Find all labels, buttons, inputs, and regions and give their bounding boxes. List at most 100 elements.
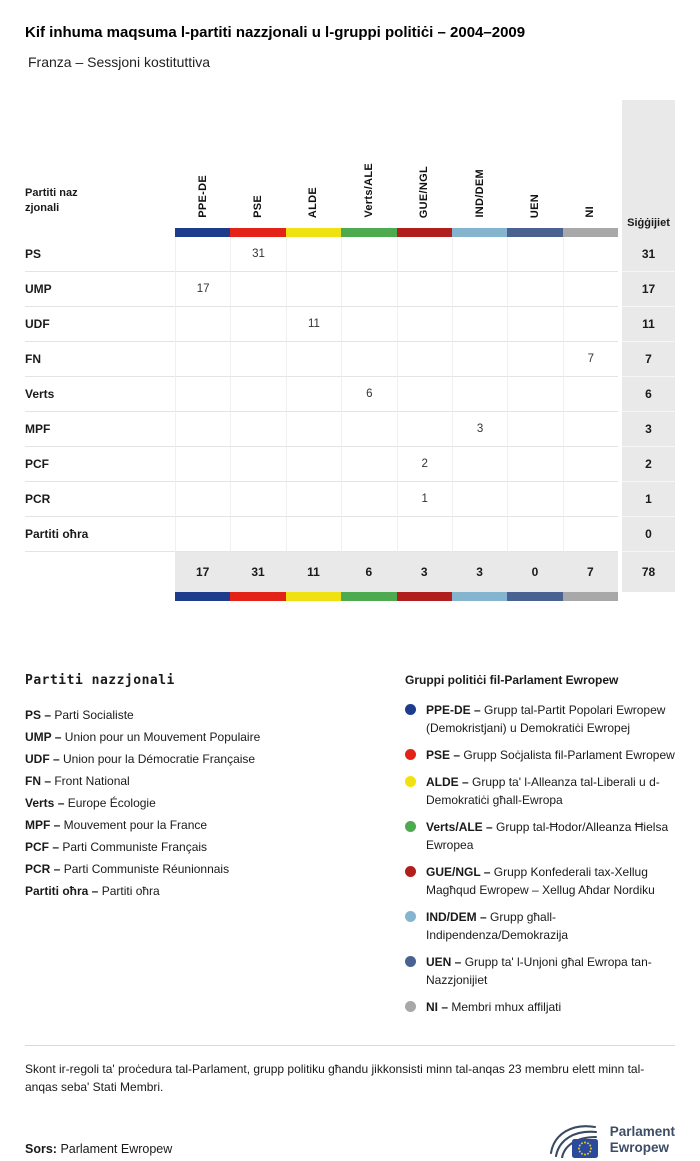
group-legend-text: ALDE – Grupp ta' l-Alleanza tal-Liberali…	[426, 775, 660, 807]
seats-cell: 31	[622, 237, 675, 272]
group-legend-text: PSE – Grupp Soċjalista fil-Parlament Ewr…	[426, 748, 675, 762]
seats-cell: 1	[622, 482, 675, 517]
group-color-bar	[451, 592, 508, 601]
party-legend-item: PCR – Parti Communiste Réunionnais	[25, 862, 230, 876]
value-cell	[341, 482, 397, 517]
column-header: Verts/ALE	[341, 100, 396, 228]
column-total-cell: 11	[285, 552, 342, 592]
group-color-bar	[341, 228, 397, 237]
eu-stars	[577, 1141, 592, 1156]
group-color-bar	[341, 592, 397, 601]
value-cell	[175, 307, 231, 342]
seats-cell: 17	[622, 272, 675, 307]
value-cell	[396, 342, 452, 377]
value-cell	[341, 447, 397, 482]
column-header-label: PSE	[252, 195, 265, 218]
value-cell	[175, 377, 231, 412]
value-cell	[507, 272, 563, 307]
spacer	[618, 517, 622, 552]
parliament-logo-wordmark: Parlament Ewropew	[610, 1124, 675, 1156]
value-cell	[451, 377, 508, 412]
group-color-bar	[285, 592, 342, 601]
group-legend-item: ALDE – Grupp ta' l-Alleanza tal-Liberali…	[405, 773, 675, 809]
distribution-table: Partiti nazzjonali PPE-DE PSE ALDE Verts/ALE…	[25, 100, 675, 601]
party-legend-item: MPF – Mouvement pour la France	[25, 818, 208, 832]
group-legend-text: Verts/ALE – Grupp tal-Ħodor/Alleanza Ħie…	[426, 820, 669, 852]
group-color-dot	[405, 821, 416, 832]
group-color-dot	[405, 776, 416, 787]
value-cell	[507, 342, 563, 377]
value-cell	[396, 412, 452, 447]
group-legend-item: NI – Membri mhux affiljati	[405, 998, 675, 1016]
group-color-dot	[405, 1001, 416, 1012]
spacer	[618, 237, 622, 272]
source-label: Sors:	[25, 1142, 57, 1156]
value-cell	[341, 412, 397, 447]
spacer	[618, 412, 622, 447]
value-cell	[507, 447, 563, 482]
spacer	[25, 228, 175, 237]
seats-cell: 6	[622, 377, 675, 412]
party-label: UDF	[25, 307, 175, 342]
value-cell	[507, 307, 563, 342]
group-color-dot	[405, 749, 416, 760]
party-legend-item: UMP – Union pour un Mouvement Populaire	[25, 730, 261, 744]
value-cell	[451, 482, 508, 517]
group-color-bar	[451, 228, 508, 237]
value-cell	[175, 237, 231, 272]
legend-section: Partiti nazzjonali PS – Parti Socialiste…	[25, 673, 675, 1025]
value-cell	[230, 412, 286, 447]
group-legend-item: GUE/NGL – Grupp Konfederali tax-Xellug M…	[405, 863, 675, 899]
spacer	[618, 100, 622, 228]
party-legend-item: Partiti oħra – Partiti oħra	[25, 884, 160, 898]
column-header: PSE	[230, 100, 285, 228]
spacer	[618, 592, 622, 601]
grand-total-cell: 78	[622, 552, 675, 592]
group-legend-item: Verts/ALE – Grupp tal-Ħodor/Alleanza Ħie…	[405, 818, 675, 854]
party-label: Verts	[25, 377, 175, 412]
logo-line1: Parlament	[609, 1124, 675, 1139]
seats-cell: 2	[622, 447, 675, 482]
party-legend-item: PS – Parti Socialiste	[25, 708, 134, 722]
groups-legend: Gruppi politiċi fil-Parlament Ewropew PP…	[405, 673, 675, 1025]
column-header: IND/DEM	[452, 100, 507, 228]
value-cell	[562, 447, 618, 482]
value-cell	[341, 272, 397, 307]
value-cell: 31	[230, 237, 286, 272]
spacer	[25, 592, 175, 601]
value-cell	[341, 237, 397, 272]
value-cell	[341, 307, 397, 342]
footnote-text: Skont ir-regoli ta' proċedura tal-Parlam…	[25, 1062, 645, 1094]
page-subtitle: Franza – Sessjoni kostituttiva	[28, 54, 211, 70]
group-color-bar	[562, 228, 618, 237]
spacer	[618, 307, 622, 342]
value-cell	[396, 237, 452, 272]
value-cell	[285, 412, 342, 447]
value-cell	[175, 342, 231, 377]
column-header-label: ALDE	[307, 186, 320, 218]
group-legend-text: GUE/NGL – Grupp Konfederali tax-Xellug M…	[426, 865, 655, 897]
seats-cell: 7	[622, 342, 675, 377]
value-cell	[175, 447, 231, 482]
party-label: PCF	[25, 447, 175, 482]
value-cell	[285, 447, 342, 482]
group-legend-item: IND/DEM – Grupp għall-Indipendenza/Demok…	[405, 908, 675, 944]
value-cell: 2	[396, 447, 452, 482]
value-cell	[507, 237, 563, 272]
value-cell: 7	[562, 342, 618, 377]
party-label: PS	[25, 237, 175, 272]
value-cell: 11	[285, 307, 342, 342]
column-header-label: PPE-DE	[196, 175, 209, 218]
spacer	[618, 342, 622, 377]
value-cell	[175, 412, 231, 447]
value-cell	[562, 482, 618, 517]
value-cell	[562, 377, 618, 412]
value-cell	[285, 272, 342, 307]
value-cell	[562, 412, 618, 447]
column-total-cell: 31	[230, 552, 286, 592]
group-color-bar	[230, 228, 286, 237]
spacer	[618, 272, 622, 307]
value-cell	[507, 482, 563, 517]
group-color-bar	[285, 228, 342, 237]
value-cell	[396, 517, 452, 552]
